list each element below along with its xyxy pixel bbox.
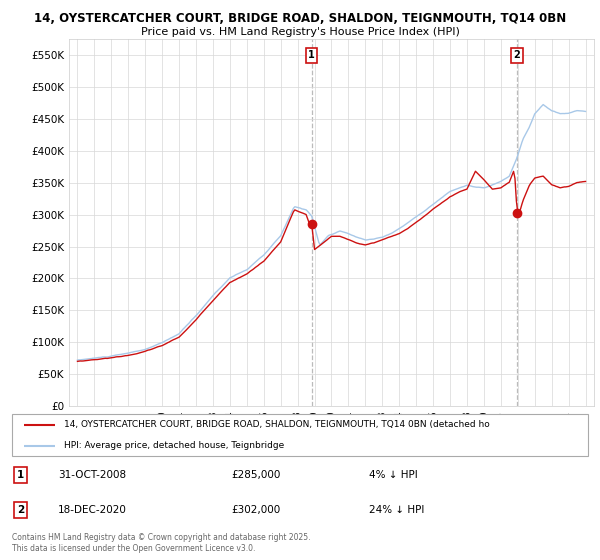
Text: HPI: Average price, detached house, Teignbridge: HPI: Average price, detached house, Teig… xyxy=(64,441,284,450)
Text: 1: 1 xyxy=(17,470,24,479)
Text: £285,000: £285,000 xyxy=(231,470,280,479)
Text: Price paid vs. HM Land Registry's House Price Index (HPI): Price paid vs. HM Land Registry's House … xyxy=(140,27,460,37)
Text: 14, OYSTERCATCHER COURT, BRIDGE ROAD, SHALDON, TEIGNMOUTH, TQ14 0BN (detached ho: 14, OYSTERCATCHER COURT, BRIDGE ROAD, SH… xyxy=(64,421,490,430)
Text: £302,000: £302,000 xyxy=(231,505,280,515)
FancyBboxPatch shape xyxy=(12,414,588,456)
Text: 1: 1 xyxy=(308,50,315,60)
Text: 31-OCT-2008: 31-OCT-2008 xyxy=(58,470,126,479)
Text: 24% ↓ HPI: 24% ↓ HPI xyxy=(369,505,424,515)
Text: 4% ↓ HPI: 4% ↓ HPI xyxy=(369,470,418,479)
Text: 18-DEC-2020: 18-DEC-2020 xyxy=(58,505,127,515)
Text: 2: 2 xyxy=(17,505,24,515)
Text: 2: 2 xyxy=(514,50,520,60)
Text: 14, OYSTERCATCHER COURT, BRIDGE ROAD, SHALDON, TEIGNMOUTH, TQ14 0BN: 14, OYSTERCATCHER COURT, BRIDGE ROAD, SH… xyxy=(34,12,566,25)
Text: Contains HM Land Registry data © Crown copyright and database right 2025.
This d: Contains HM Land Registry data © Crown c… xyxy=(12,533,311,553)
